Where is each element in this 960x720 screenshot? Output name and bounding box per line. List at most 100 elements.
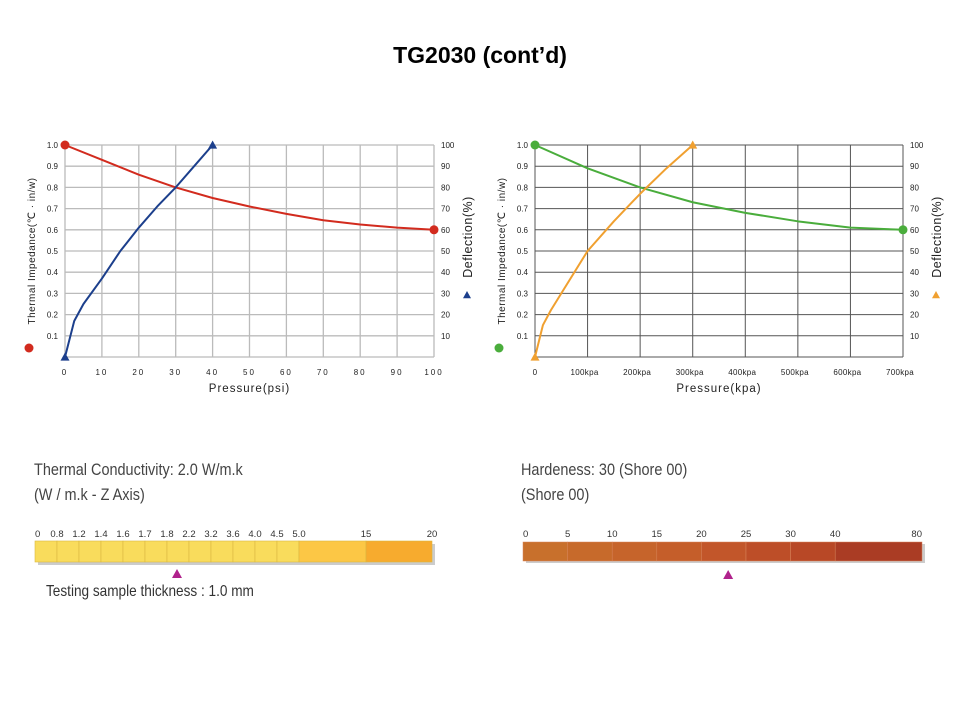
x-axis-title: Pressure(psi) — [209, 383, 290, 395]
scale-segment — [122, 540, 146, 563]
scale-segment — [56, 540, 80, 563]
y-tick-label: 0.3 — [47, 289, 59, 298]
scale-segment — [210, 540, 234, 563]
legend-circle-icon — [24, 343, 34, 353]
scale-tick-label: 3.2 — [204, 529, 217, 540]
scale-tick-label: 5.0 — [292, 529, 305, 540]
scale-tick-label: 15 — [361, 529, 372, 540]
y-tick-label: 0.3 — [517, 289, 529, 298]
value-marker-triangle — [723, 570, 734, 579]
hardness-title: Hardeness: 30 (Shore 00) — [521, 460, 688, 479]
y2-tick-label: 60 — [441, 226, 450, 235]
data-point-triangle — [530, 352, 540, 361]
x-tick-label: 80 — [354, 368, 367, 377]
scale-segment — [100, 540, 124, 563]
scale-tick-label: 1.4 — [94, 529, 107, 540]
scale-tick-label: 20 — [696, 529, 707, 540]
y-tick-label: 0.7 — [517, 205, 529, 214]
y-tick-label: 0.2 — [47, 311, 59, 320]
x-tick-label: 50 — [243, 368, 256, 377]
scale-tick-label: 1.8 — [160, 529, 173, 540]
y2-tick-label: 10 — [910, 332, 919, 341]
slide-title: TG2030 (cont’d) — [393, 42, 567, 68]
y2-tick-label: 30 — [910, 289, 919, 298]
x-tick-label: 70 — [317, 368, 330, 377]
data-point-circle — [60, 140, 70, 150]
y-tick-label: 0.4 — [47, 268, 59, 277]
y-tick-label: 0.1 — [47, 332, 59, 341]
scale-segment — [701, 541, 747, 562]
scale-tick-label: 0 — [523, 529, 528, 540]
y2-tick-label: 20 — [441, 311, 450, 320]
scale-tick-label: 30 — [785, 529, 796, 540]
x-tick-label: 600kpa — [833, 368, 861, 377]
y-tick-label: 0.7 — [47, 205, 59, 214]
y2-tick-label: 40 — [910, 268, 919, 277]
y2-tick-label: 90 — [441, 162, 450, 171]
data-point-triangle — [688, 140, 698, 149]
scale-segment — [166, 540, 190, 563]
scale-tick-label: 3.6 — [226, 529, 239, 540]
scale-tick-label: 4.5 — [270, 529, 283, 540]
y2-tick-label: 80 — [910, 183, 919, 192]
scale-tick-label: 80 — [911, 529, 922, 540]
scale-tick-label: 20 — [427, 529, 438, 540]
data-point-circle — [898, 225, 908, 235]
y2-axis-title: Deflection(%) — [930, 196, 944, 278]
y-tick-label: 0.5 — [517, 247, 529, 256]
y-tick-label: 0.8 — [47, 183, 59, 192]
scale-tick-label: 2.2 — [182, 529, 195, 540]
x-tick-label: 10 — [95, 368, 108, 377]
x-tick-label: 0 — [62, 368, 68, 377]
scale-tick-label: 40 — [830, 529, 841, 540]
y-tick-label: 0.6 — [517, 226, 529, 235]
y-tick-label: 0.9 — [47, 162, 59, 171]
y2-axis-title: Deflection(%) — [461, 196, 475, 278]
scale-segment — [611, 541, 658, 562]
x-tick-label: 100kpa — [571, 368, 599, 377]
y-tick-label: 0.4 — [517, 268, 529, 277]
scale-segment — [188, 540, 212, 563]
scale-segment — [144, 540, 168, 563]
y2-tick-label: 60 — [910, 226, 919, 235]
y-axis-title: Thermal Impedance(℃ · in/w) — [27, 178, 38, 325]
x-tick-label: 90 — [391, 368, 404, 377]
y2-tick-label: 50 — [910, 247, 919, 256]
series-line — [64, 144, 435, 231]
y2-tick-label: 90 — [910, 162, 919, 171]
scale-tick-label: 10 — [607, 529, 618, 540]
series-line — [64, 144, 214, 358]
scale-segment — [365, 540, 433, 563]
scale-tick-label: 4.0 — [248, 529, 261, 540]
data-point-circle — [530, 140, 540, 150]
scale-segment — [34, 540, 58, 563]
scale-segment — [232, 540, 256, 563]
x-tick-label: 700kpa — [886, 368, 914, 377]
x-tick-label: 500kpa — [781, 368, 809, 377]
value-marker-triangle — [172, 569, 182, 578]
x-tick-label: 200kpa — [623, 368, 651, 377]
y2-tick-label: 100 — [441, 141, 455, 150]
conductivity-title: Thermal Conductivity: 2.0 W/m.k — [34, 460, 243, 479]
x-axis-title: Pressure(kpa) — [676, 383, 761, 395]
y-axis-title: Thermal Impedance(℃ · in/w) — [497, 178, 508, 325]
series-line — [534, 144, 904, 231]
scale-tick-label: 1.6 — [116, 529, 129, 540]
hardness-subtitle: (Shore 00) — [521, 485, 590, 504]
y-tick-label: 0.6 — [47, 226, 59, 235]
data-point-triangle — [208, 140, 218, 149]
y-tick-label: 0.5 — [47, 247, 59, 256]
thickness-note: Testing sample thickness : 1.0 mm — [46, 583, 254, 600]
scale-tick-label: 1.7 — [138, 529, 151, 540]
data-point-triangle — [60, 352, 70, 361]
conductivity-subtitle: (W / m.k - Z Axis) — [34, 485, 145, 504]
y-tick-label: 1.0 — [517, 141, 529, 150]
y2-tick-label: 100 — [910, 141, 924, 150]
scale-tick-label: 0.8 — [50, 529, 63, 540]
y2-tick-label: 20 — [910, 311, 919, 320]
x-tick-label: 60 — [280, 368, 293, 377]
x-tick-label: 40 — [206, 368, 219, 377]
scale-tick-label: 1.2 — [72, 529, 85, 540]
scale-tick-label: 0 — [35, 529, 40, 540]
